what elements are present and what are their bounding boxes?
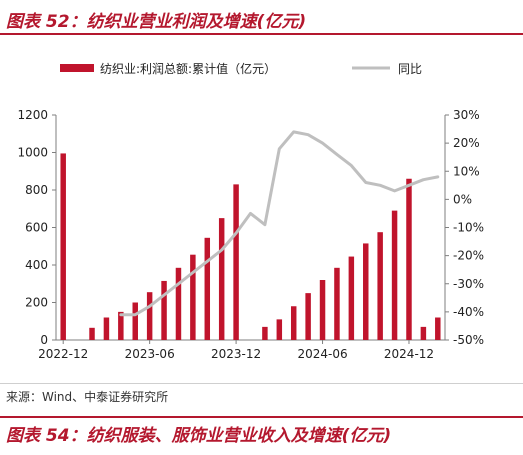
profit-bar xyxy=(175,267,182,340)
y-left-tick-label: 1200 xyxy=(17,108,48,122)
profit-bar xyxy=(406,178,412,340)
profit-bar xyxy=(233,184,239,340)
next-figure-title: 图表 54：纺织服装、服饰业营业收入及增速(亿元) xyxy=(6,426,392,446)
legend-bar-label: 纺织业:利润总额:累计值（亿元） xyxy=(100,61,276,76)
legend-bar-swatch xyxy=(60,64,94,72)
profit-bar xyxy=(348,256,355,340)
y-right-tick-label: -20% xyxy=(453,249,484,263)
y-right-tick-label: -50% xyxy=(453,333,484,347)
profit-bar xyxy=(132,302,138,340)
profit-bar xyxy=(305,293,311,340)
profit-bar xyxy=(435,317,441,340)
x-tick-label: 2022-12 xyxy=(38,347,88,361)
y-left-tick-label: 800 xyxy=(25,183,48,197)
y-left-tick-label: 1000 xyxy=(17,146,48,160)
profit-bar xyxy=(290,306,297,340)
profit-bar xyxy=(334,267,340,340)
x-tick-label: 2023-06 xyxy=(125,347,175,361)
profit-bar xyxy=(420,326,427,340)
x-tick-label: 2023-12 xyxy=(211,347,261,361)
profit-bar xyxy=(118,311,124,340)
source-note: 来源：Wind、中泰证券研究所 xyxy=(6,390,169,404)
profit-bar xyxy=(60,153,66,340)
figure-title: 图表 52：纺织业营业利润及增速(亿元) xyxy=(6,12,307,32)
profit-bar xyxy=(146,292,153,340)
chart-legend: 纺织业:利润总额:累计值（亿元） 同比 xyxy=(60,61,422,76)
x-tick-label: 2024-12 xyxy=(384,347,434,361)
y-right-tick-label: -30% xyxy=(453,277,484,291)
profit-bar xyxy=(218,218,225,340)
y-left-tick-label: 200 xyxy=(25,296,48,310)
y-right-tick-label: -10% xyxy=(453,221,484,235)
y-right-tick-label: 20% xyxy=(453,136,480,150)
y-left-tick-label: 600 xyxy=(25,221,48,235)
next-title-rule xyxy=(0,416,523,418)
x-tick-label: 2024-06 xyxy=(297,347,347,361)
profit-bar xyxy=(262,326,268,340)
y-right-tick-label: 10% xyxy=(453,164,480,178)
profit-bar xyxy=(103,317,110,340)
yoy-line xyxy=(119,130,440,317)
y-right-tick-label: -40% xyxy=(453,305,484,319)
y-left-tick-label: 400 xyxy=(25,258,48,272)
y-left-tick-label: 0 xyxy=(40,333,48,347)
profit-chart: 纺织业:利润总额:累计值（亿元） 同比 0 200 400 600 800 1000 120… xyxy=(17,61,484,361)
source-rule xyxy=(0,383,523,384)
profit-bar xyxy=(377,232,383,340)
y-right-tick-label: 30% xyxy=(453,108,480,122)
title-rule xyxy=(0,33,523,35)
profit-bar xyxy=(190,254,196,340)
profit-bar xyxy=(363,243,369,340)
profit-bar xyxy=(319,280,326,340)
profit-bar xyxy=(204,237,211,340)
profit-bar xyxy=(161,280,167,340)
profit-bar xyxy=(276,319,283,340)
legend-line-label: 同比 xyxy=(398,62,422,76)
y-right-tick-label: 0% xyxy=(453,192,472,206)
profit-bar xyxy=(89,327,95,340)
profit-bar xyxy=(391,210,398,340)
